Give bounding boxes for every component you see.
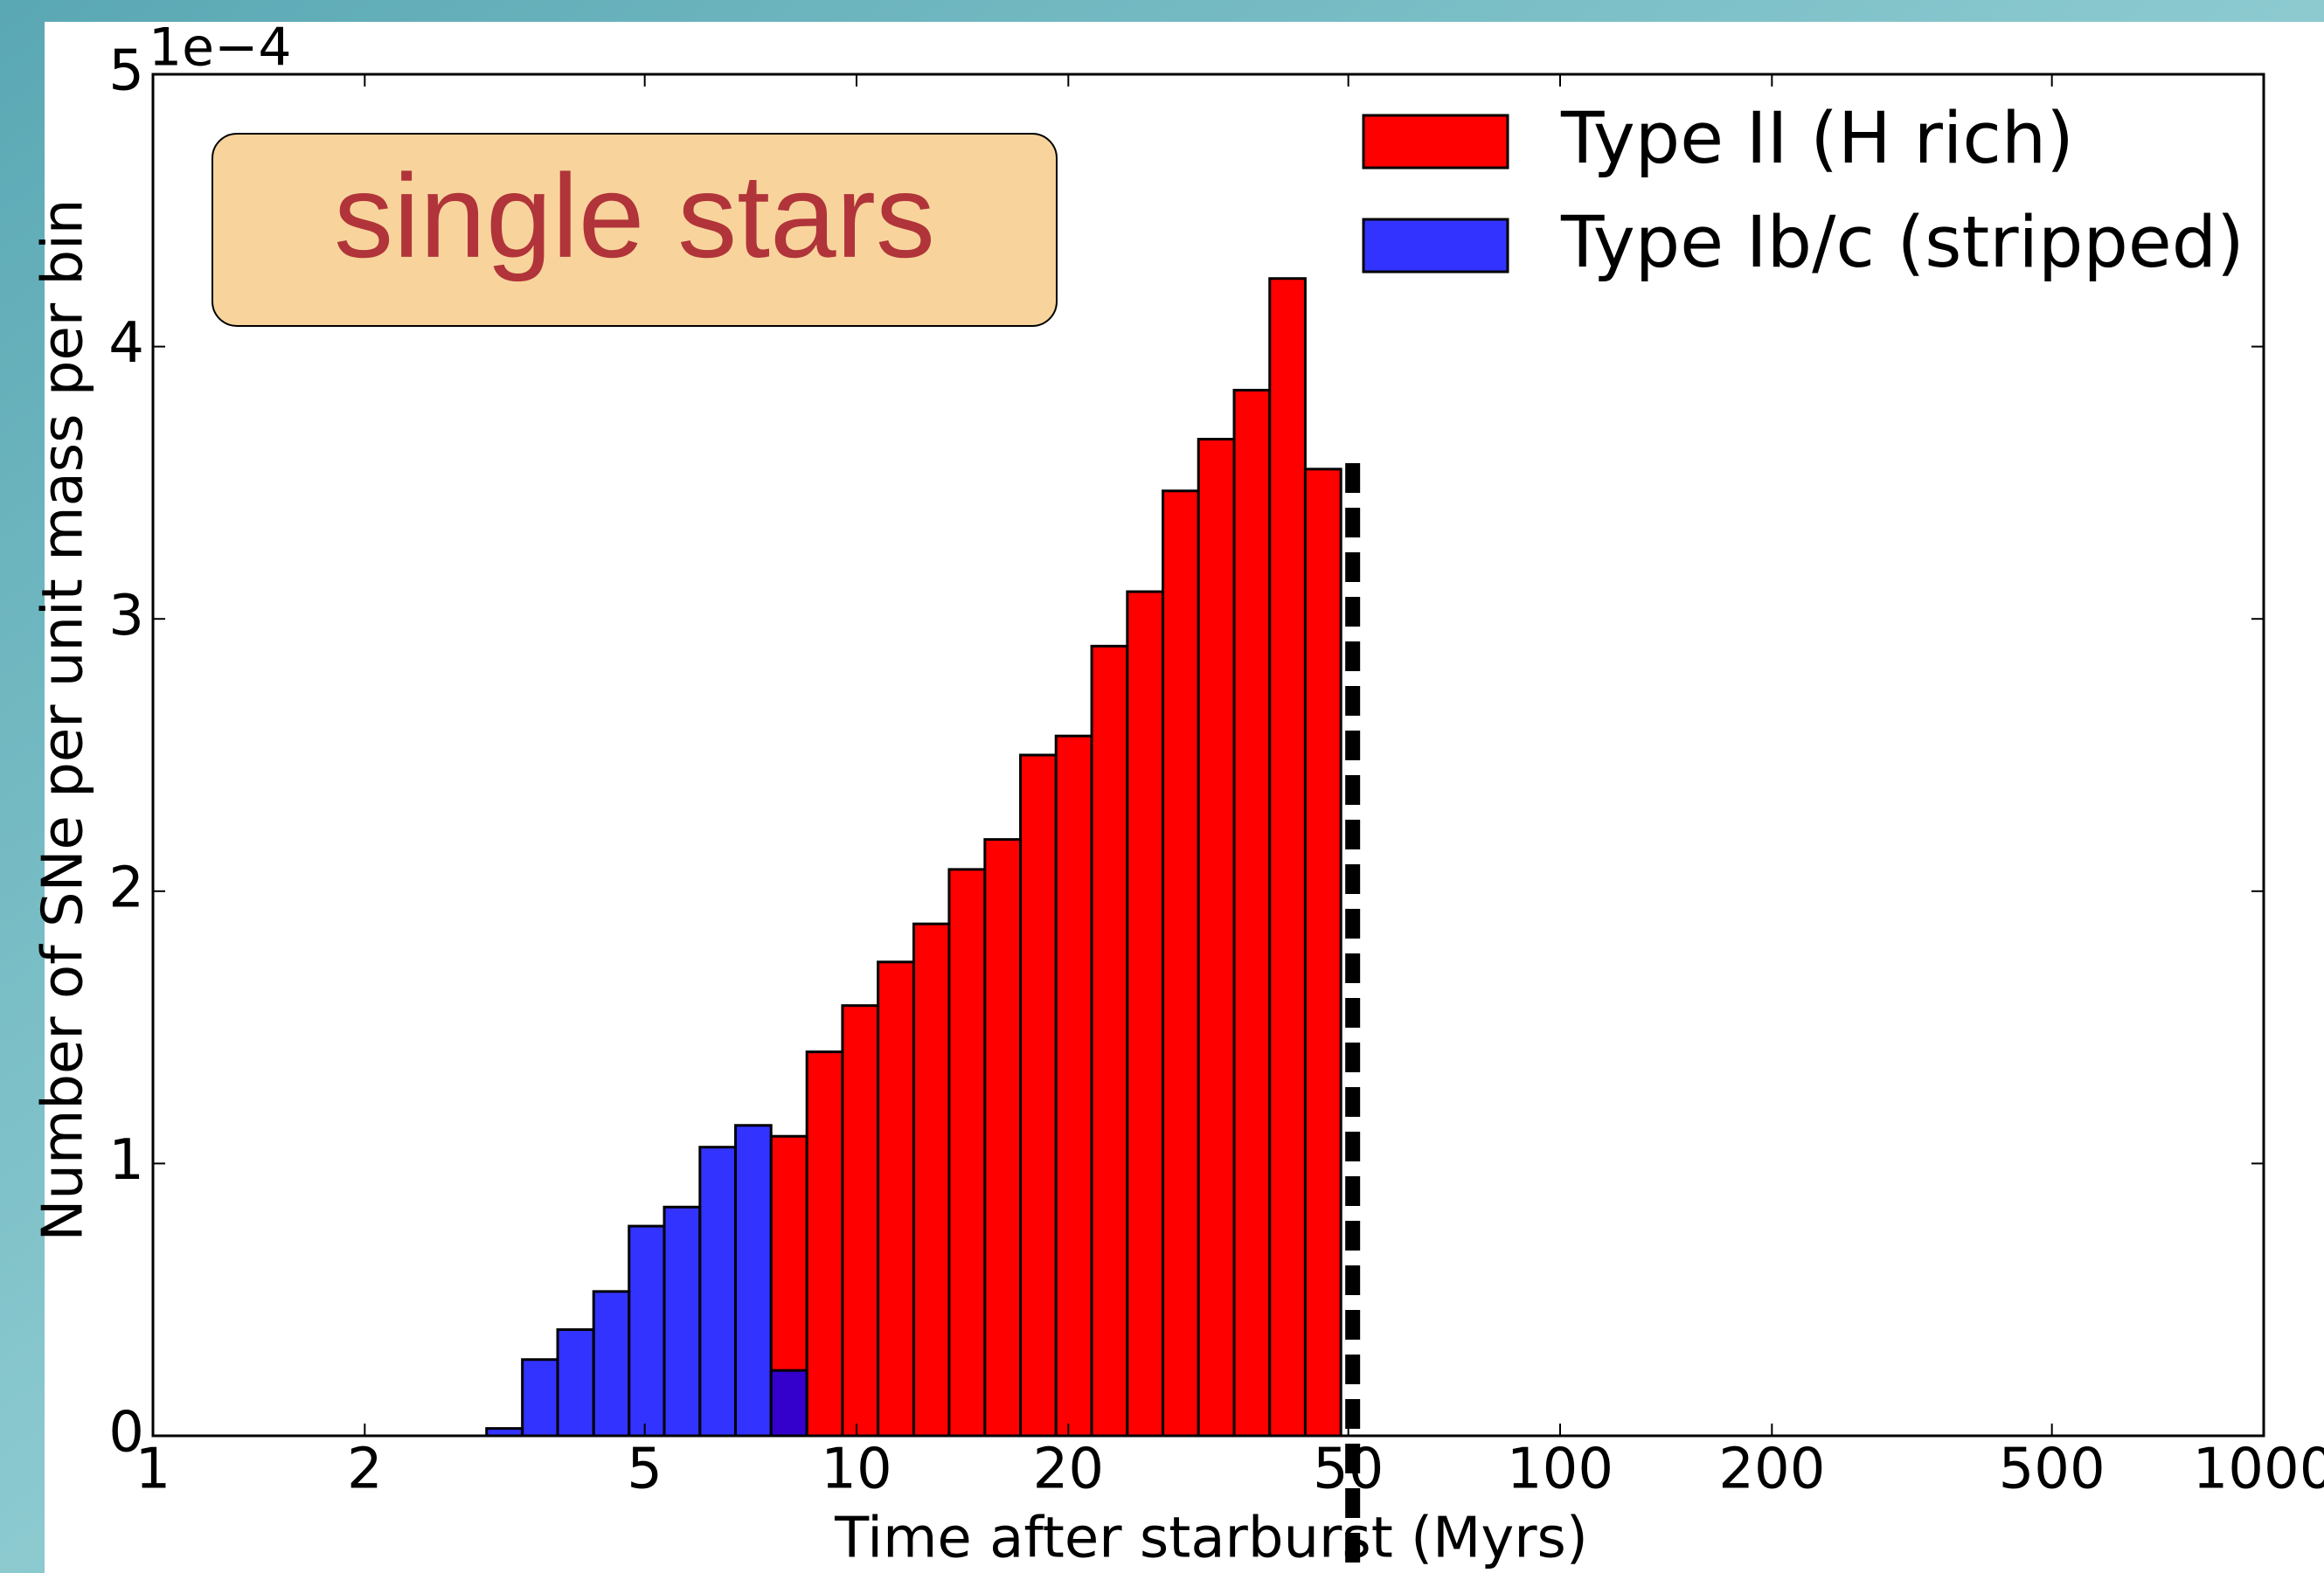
- x-tick-label: 200: [1718, 1438, 1825, 1502]
- histogram-bar: [1305, 469, 1341, 1436]
- histogram-bar: [523, 1360, 558, 1436]
- histogram-bar: [664, 1207, 700, 1436]
- x-tick-label: 500: [1999, 1438, 2105, 1502]
- y-tick-label: 3: [108, 584, 144, 648]
- histogram-bar: [985, 840, 1021, 1436]
- y-axis-label: Number of SNe per unit mass per bin: [31, 199, 96, 1242]
- x-tick-label: 5: [627, 1438, 663, 1502]
- histogram-bar: [1056, 736, 1092, 1436]
- histogram-bar: [700, 1147, 736, 1436]
- histogram-bar: [1234, 390, 1270, 1436]
- y-tick-label: 5: [108, 39, 144, 104]
- histogram-bar: [878, 962, 914, 1436]
- histogram-bar: [771, 1370, 807, 1436]
- legend-swatch: [1363, 115, 1508, 168]
- legend-label: Type Ib/c (stripped): [1560, 202, 2244, 284]
- histogram-bar: [593, 1292, 629, 1436]
- histogram-bar: [1198, 440, 1234, 1436]
- histogram-bar: [1127, 592, 1163, 1436]
- x-axis-label: Time after starburst (Myrs): [834, 1507, 1588, 1571]
- histogram-bar: [807, 1052, 843, 1436]
- page: Number of SNe per unit mass per bin Time…: [0, 0, 2324, 1573]
- histogram-bar: [843, 1006, 878, 1436]
- legend-swatch: [1363, 219, 1508, 272]
- x-tick-label: 100: [1507, 1438, 1613, 1502]
- histogram-bar: [629, 1226, 664, 1436]
- x-tick-label: 2: [347, 1438, 383, 1502]
- histogram-bar: [1270, 279, 1306, 1436]
- histogram-bar: [949, 870, 985, 1436]
- x-tick-label: 1000: [2193, 1438, 2324, 1502]
- x-tick-label: 10: [821, 1438, 891, 1502]
- annotation-text: single stars: [334, 149, 935, 282]
- chart: Number of SNe per unit mass per bin Time…: [0, 0, 2324, 1573]
- histogram-bar: [1163, 491, 1199, 1436]
- y-tick-label: 2: [108, 856, 144, 920]
- y-tick-label: 4: [108, 311, 144, 376]
- x-tick-label: 1: [135, 1438, 171, 1502]
- legend-label: Type II (H rich): [1560, 98, 2074, 180]
- y-tick-label: 1: [108, 1128, 144, 1193]
- x-tick-label: 20: [1033, 1438, 1104, 1502]
- histogram-bar: [558, 1329, 593, 1436]
- histogram-bar: [736, 1126, 772, 1436]
- histogram-bar: [1092, 646, 1127, 1436]
- histogram-bar: [1021, 755, 1057, 1436]
- x-tick-label: 50: [1313, 1438, 1384, 1502]
- y-offset-text: 1e−4: [149, 17, 292, 79]
- histogram-bar: [913, 924, 948, 1436]
